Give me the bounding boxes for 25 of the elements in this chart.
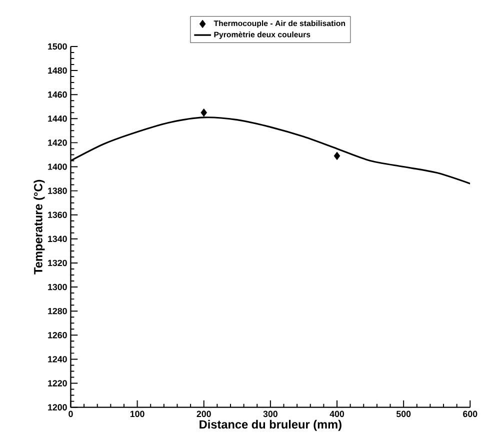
y-tick-label: 1440 — [48, 116, 67, 122]
y-tick-label: 1340 — [48, 236, 67, 242]
y-axis-title: Temperature (°C) — [34, 180, 45, 274]
x-tick-label: 500 — [396, 410, 411, 418]
y-tick-label: 1220 — [48, 380, 67, 386]
y-tick-label: 1300 — [48, 284, 67, 290]
y-tick-label: 1480 — [48, 67, 67, 74]
x-tick-label: 400 — [330, 410, 344, 418]
y-tick-label: 1320 — [48, 260, 67, 266]
y-tick-label: 1420 — [48, 140, 67, 146]
y-tick-label: 1280 — [48, 308, 67, 314]
y-tick-label: 1260 — [48, 332, 67, 338]
x-tick-label: 0 — [68, 410, 73, 418]
y-tick-label: 1200 — [48, 404, 67, 411]
y-tick-label: 1380 — [48, 188, 67, 194]
x-tick-label: 300 — [263, 410, 278, 418]
x-tick-label: 200 — [196, 410, 211, 418]
y-tick-label: 1400 — [48, 164, 67, 170]
y-tick-label: 1360 — [48, 212, 67, 218]
y-tick-label: 1240 — [48, 356, 67, 362]
x-tick-label: 600 — [463, 410, 478, 418]
x-tick-label: 100 — [130, 410, 144, 418]
y-tick-label: 1460 — [48, 91, 67, 98]
y-tick-label: 1500 — [48, 43, 67, 50]
x-axis-title: Distance du bruleur (mm) — [200, 420, 342, 431]
